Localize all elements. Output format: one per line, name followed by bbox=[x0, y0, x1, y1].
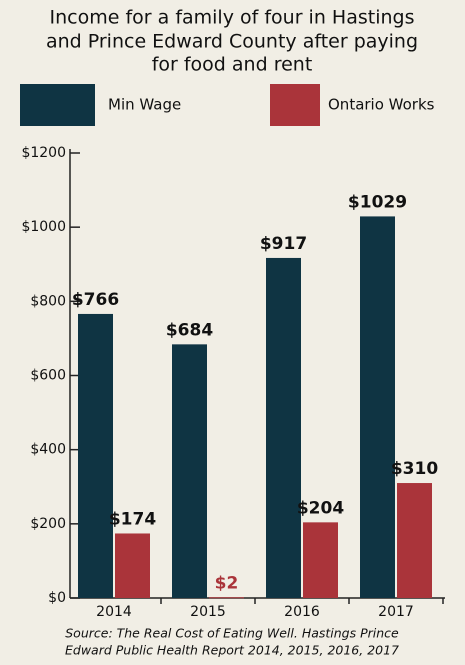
legend-swatch bbox=[270, 84, 320, 126]
legend-label: Ontario Works bbox=[328, 96, 435, 114]
y-tick-label: $1000 bbox=[21, 219, 66, 235]
y-tick-label: $200 bbox=[30, 516, 66, 532]
x-tick-label: 2017 bbox=[378, 604, 414, 620]
chart-title: Income for a family of four in Hastings bbox=[50, 7, 415, 29]
y-tick-label: $600 bbox=[30, 368, 66, 384]
bar bbox=[266, 257, 301, 598]
legend-label: Min Wage bbox=[108, 96, 181, 114]
legend-swatch bbox=[20, 84, 95, 126]
value-label: $684 bbox=[166, 320, 213, 340]
value-label: $204 bbox=[297, 498, 344, 518]
source-note: Edward Public Health Report 2014, 2015, … bbox=[65, 643, 399, 658]
bar bbox=[78, 313, 113, 598]
bar bbox=[172, 344, 207, 598]
value-label: $1029 bbox=[348, 192, 407, 212]
chart-title: and Prince Edward County after paying bbox=[46, 31, 418, 53]
chart-title: for food and rent bbox=[152, 54, 313, 76]
value-label: $917 bbox=[260, 234, 307, 254]
y-tick-label: $1200 bbox=[21, 145, 66, 161]
bar bbox=[115, 533, 150, 598]
value-label: $174 bbox=[109, 509, 156, 529]
value-label: $766 bbox=[72, 290, 119, 310]
x-tick-label: 2016 bbox=[284, 604, 320, 620]
x-tick-label: 2014 bbox=[96, 604, 132, 620]
value-label: $310 bbox=[391, 459, 438, 479]
y-tick-label: $400 bbox=[30, 442, 66, 458]
source-note: Source: The Real Cost of Eating Well. Ha… bbox=[65, 626, 399, 641]
y-tick-label: $0 bbox=[48, 590, 66, 606]
bar bbox=[303, 522, 338, 598]
bar bbox=[397, 483, 432, 598]
value-label: $2 bbox=[215, 573, 239, 593]
bar bbox=[209, 597, 244, 599]
y-tick-label: $800 bbox=[30, 293, 66, 309]
x-tick-label: 2015 bbox=[190, 604, 226, 620]
bar bbox=[360, 216, 395, 598]
